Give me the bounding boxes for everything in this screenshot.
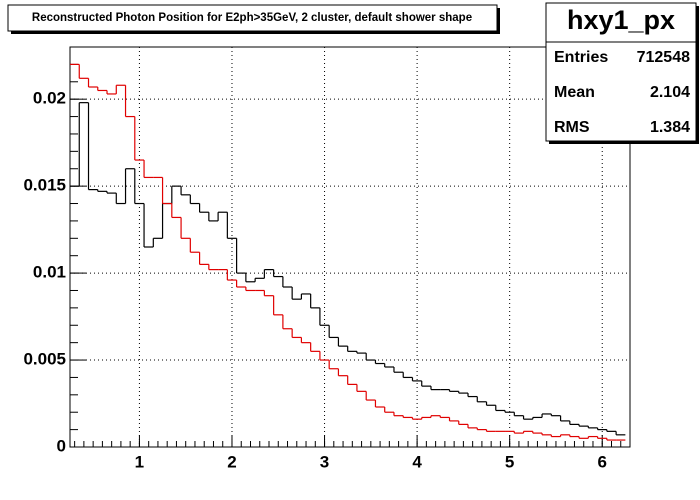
stats-value: 1.384 <box>650 119 690 136</box>
plot-frame <box>69 46 631 448</box>
x-tick-label: 6 <box>597 452 606 471</box>
x-tick-label: 4 <box>412 452 422 471</box>
x-tick-label: 3 <box>320 452 329 471</box>
plot-area <box>70 46 631 448</box>
stats-label: Entries <box>554 49 608 66</box>
stats-rows: Entries 712548 Mean 2.104 RMS 1.384 <box>554 49 690 136</box>
chart-title: Reconstructed Photon Position for E2ph>3… <box>32 12 472 24</box>
y-tick-label: 0 <box>57 436 66 455</box>
y-tick-label: 0.015 <box>23 176 66 195</box>
stats-value: 2.104 <box>650 84 690 101</box>
y-tick-label: 0.02 <box>33 89 66 108</box>
x-tick-label: 1 <box>135 452 144 471</box>
stats-value: 712548 <box>637 49 690 66</box>
title-box <box>7 4 498 32</box>
stats-label: RMS <box>554 119 590 136</box>
y-tick-label: 0.01 <box>33 263 66 282</box>
x-tick-label: 5 <box>505 452 514 471</box>
stats-name: hxy1_px <box>567 5 675 35</box>
stats-box <box>545 2 697 142</box>
y-tick-label: 0.005 <box>23 350 66 369</box>
x-tick-label: 2 <box>227 452 236 471</box>
stats-label: Mean <box>554 84 595 101</box>
